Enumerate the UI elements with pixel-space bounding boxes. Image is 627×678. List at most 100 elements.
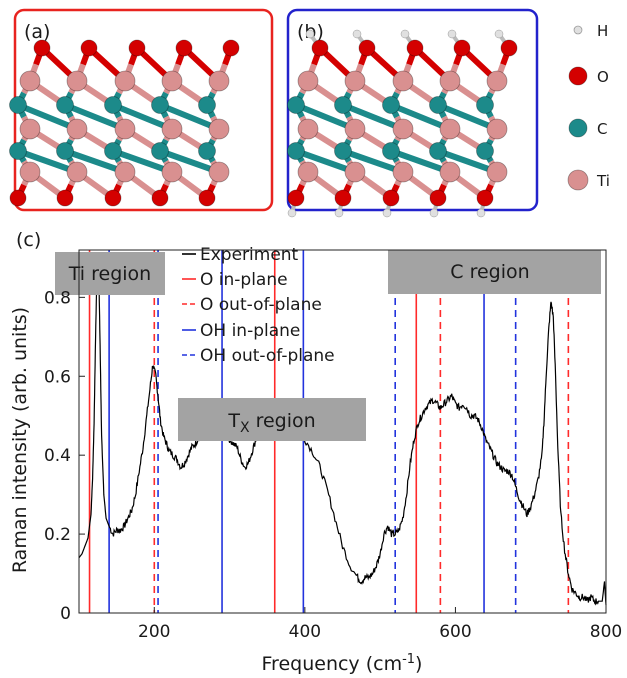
bond (342, 148, 404, 175)
bond (158, 102, 221, 132)
c-region-box (388, 250, 601, 294)
h-atom (476, 208, 486, 218)
o-atom (175, 39, 193, 57)
o-atom (198, 189, 216, 207)
ti-atom (208, 118, 230, 140)
molecule-b (287, 29, 518, 218)
molecule-a (9, 39, 240, 207)
o-atom (453, 39, 471, 57)
ti-atom (439, 118, 461, 140)
ti-atom (486, 118, 508, 140)
ti-atom (392, 70, 414, 92)
o-atom (151, 189, 169, 207)
c-atom (198, 96, 216, 114)
c-atom (476, 96, 494, 114)
axes: 200 400 600 800 0 0.2 0.4 0.6 0.8 (44, 249, 622, 642)
ti-atom (344, 118, 366, 140)
x-tick-label: 600 (439, 622, 471, 642)
ti-legend-atom (567, 169, 589, 191)
h-atom (382, 208, 392, 218)
o-atom (222, 39, 240, 57)
o-atom (33, 39, 51, 57)
ti-atom (19, 70, 41, 92)
o-atom (334, 189, 352, 207)
bond (64, 148, 126, 175)
ti-atom (439, 70, 461, 92)
x-tick-label: 800 (590, 622, 622, 642)
ti-region-label: Ti region (68, 263, 151, 285)
atom-legend-label: Ti (596, 172, 610, 190)
ti-atom (161, 118, 183, 140)
panel-b-border (286, 8, 539, 212)
h-atom (287, 208, 297, 218)
o-atom (104, 189, 122, 207)
bond (341, 102, 405, 132)
o-legend-atom (568, 66, 588, 86)
bond (389, 148, 452, 175)
atom-legend-label: H (597, 22, 608, 40)
legend-label: OH out-of-plane (200, 346, 335, 366)
o-atom (287, 189, 305, 207)
bond (111, 148, 174, 175)
y-tick-label: 0 (60, 604, 71, 624)
x-axis-title: Frequency (cm-1) (262, 652, 423, 675)
o-atom (358, 39, 376, 57)
experiment-series-line (78, 257, 607, 606)
ti-atom (297, 118, 319, 140)
ti-atom (161, 70, 183, 92)
c-atom (151, 142, 169, 160)
c-atom (9, 142, 27, 160)
ti-atom (208, 70, 230, 92)
legend-label: Experiment (200, 245, 299, 265)
x-tick-label: 200 (138, 622, 170, 642)
tx-region-box (178, 398, 366, 441)
bond (436, 148, 499, 175)
c-atom (287, 142, 305, 160)
o-atom (500, 39, 518, 57)
ti-atom (66, 161, 88, 183)
panel-a: (a) (9, 8, 274, 212)
c-legend-atom (568, 118, 588, 138)
y-tick-label: 0.6 (44, 367, 71, 387)
bond (294, 102, 357, 132)
ti-atom (297, 70, 319, 92)
h-atom (429, 208, 439, 218)
x-axis-title-end: ) (415, 653, 422, 675)
x-tick-label: 400 (289, 622, 321, 642)
bond (63, 102, 127, 132)
panel-c-label: (c) (16, 229, 41, 251)
c-atom (476, 142, 494, 160)
o-atom (476, 189, 494, 207)
bond (158, 148, 221, 175)
c-atom (382, 142, 400, 160)
h-atom (447, 29, 457, 39)
ti-atom (161, 161, 183, 183)
c-atom (104, 96, 122, 114)
o-atom (128, 39, 146, 57)
h-atom (305, 29, 315, 39)
c-atom (104, 142, 122, 160)
ti-atom (19, 118, 41, 140)
ti-atom (344, 70, 366, 92)
tx-subscript: X (240, 420, 250, 436)
ti-atom (208, 161, 230, 183)
x-axis-title-sup: -1 (402, 652, 415, 667)
h-atom (334, 208, 344, 218)
legend-label: OH in-plane (200, 321, 300, 341)
h-legend-atom (573, 25, 583, 35)
ti-atom (114, 70, 136, 92)
atom-legend-label: O (597, 68, 609, 86)
y-tick-label: 0.8 (44, 288, 71, 308)
c-atom (334, 96, 352, 114)
tx-region-label: TX region (227, 410, 315, 436)
ti-atom (114, 161, 136, 183)
bond (16, 102, 79, 132)
x-axis-title-main: Frequency (cm (262, 653, 403, 675)
tx-rest: region (250, 410, 316, 432)
c-atom (429, 96, 447, 114)
o-atom (406, 39, 424, 57)
ti-atom (392, 118, 414, 140)
o-atom (9, 189, 27, 207)
o-atom (429, 189, 447, 207)
